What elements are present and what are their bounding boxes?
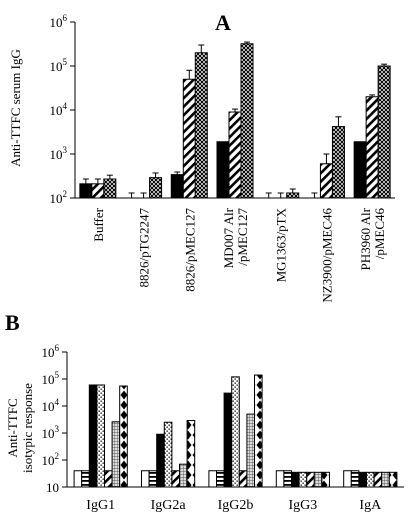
bar xyxy=(96,384,106,488)
category-label: IgG2a xyxy=(151,498,187,513)
y-tick-label: 105 xyxy=(42,370,60,387)
bar xyxy=(321,471,330,488)
bar xyxy=(231,376,240,488)
bar xyxy=(216,470,225,488)
panel-b-bars xyxy=(73,374,398,488)
bar xyxy=(194,52,208,199)
bar xyxy=(103,178,117,199)
y-tick-label: 104 xyxy=(42,397,60,414)
panel-b-y-ticks: 10 102 103 104 105 106 xyxy=(42,343,67,495)
bar xyxy=(246,413,255,488)
panel-b-category-labels: IgG1 IgG2a IgG2b IgG3 IgA xyxy=(86,498,382,513)
y-tick-label: 106 xyxy=(50,13,68,30)
bar xyxy=(88,384,98,488)
bar xyxy=(381,471,390,488)
bar xyxy=(79,183,93,199)
bar xyxy=(283,470,292,488)
bar xyxy=(111,421,121,488)
category-label: IgG2b xyxy=(218,498,254,513)
bar xyxy=(163,421,173,488)
bar xyxy=(275,470,285,488)
panel-a-letter: A xyxy=(215,10,231,35)
category-label: PH3960 Alr xyxy=(358,207,373,270)
bar xyxy=(365,96,379,199)
bar xyxy=(208,470,217,488)
panel-b: B Anti-TTFC isotypic response 1010210310… xyxy=(5,310,404,513)
bar xyxy=(254,374,263,488)
bar xyxy=(313,471,323,488)
y-tick-label: 103 xyxy=(42,424,60,441)
bar xyxy=(104,470,113,488)
category-label: /pMEC46 xyxy=(372,208,387,260)
bar xyxy=(186,420,196,488)
bar xyxy=(228,111,242,199)
category-label: MG1363/pTX xyxy=(274,207,289,282)
category-label: NZ3900/pMEC46 xyxy=(319,208,334,303)
bar xyxy=(141,470,150,488)
category-label: /pMEC127 xyxy=(235,208,250,266)
category-label: IgG3 xyxy=(289,498,318,513)
bar xyxy=(306,471,315,488)
bar xyxy=(366,471,375,488)
bar xyxy=(170,174,184,199)
bar xyxy=(298,471,308,488)
bar xyxy=(350,470,360,488)
category-label: 8826/pTG2247 xyxy=(137,208,152,288)
bar xyxy=(331,126,345,199)
y-tick-label: 102 xyxy=(42,451,60,468)
panel-b-y-axis-label-line2: isotypic response xyxy=(20,383,35,473)
panel-a: A Anti-TTFC serum IgG 102 103 104 105 106 Bu… xyxy=(8,10,395,303)
y-tick-label: 106 xyxy=(42,343,60,360)
bar xyxy=(148,470,158,488)
bar xyxy=(286,192,300,199)
y-tick-label: 102 xyxy=(50,189,68,206)
y-tick-label: 105 xyxy=(50,57,68,74)
bar xyxy=(171,470,180,488)
bar xyxy=(149,177,163,199)
bar xyxy=(353,141,367,199)
bar xyxy=(358,471,367,488)
bar xyxy=(319,163,333,199)
bar xyxy=(216,141,230,199)
bar xyxy=(291,471,300,488)
bar xyxy=(343,470,352,488)
category-label: 8826/pMEC127 xyxy=(182,208,197,292)
y-tick-label: 104 xyxy=(50,101,68,118)
bar xyxy=(119,385,128,488)
bar xyxy=(223,392,233,488)
panel-a-y-ticks: 102 103 104 105 106 xyxy=(50,13,75,206)
category-label: IgA xyxy=(359,498,382,513)
bar xyxy=(240,43,254,199)
y-tick-label: 103 xyxy=(50,145,68,162)
category-label: IgG1 xyxy=(86,498,115,513)
category-label: MD007 Alr xyxy=(221,207,236,268)
panel-a-category-labels: Buffer 8826/pTG2247 8826/pMEC127 MD007 Alr /… xyxy=(91,207,387,302)
panel-b-y-axis-label-line1: Anti-TTFC xyxy=(5,398,20,457)
bar xyxy=(238,470,248,488)
panel-b-letter: B xyxy=(5,310,20,335)
bar xyxy=(377,65,391,199)
category-label: Buffer xyxy=(91,207,106,241)
bar xyxy=(81,470,90,488)
bar xyxy=(179,463,188,488)
bar xyxy=(73,470,83,488)
panel-a-y-axis-label: Anti-TTFC serum IgG xyxy=(8,49,23,167)
bar xyxy=(182,78,196,199)
y-tick-label: 10 xyxy=(46,480,59,495)
bar xyxy=(388,471,398,488)
bar xyxy=(156,433,165,488)
panel-a-bars xyxy=(79,41,391,199)
bar xyxy=(373,471,383,488)
bar xyxy=(91,183,105,199)
